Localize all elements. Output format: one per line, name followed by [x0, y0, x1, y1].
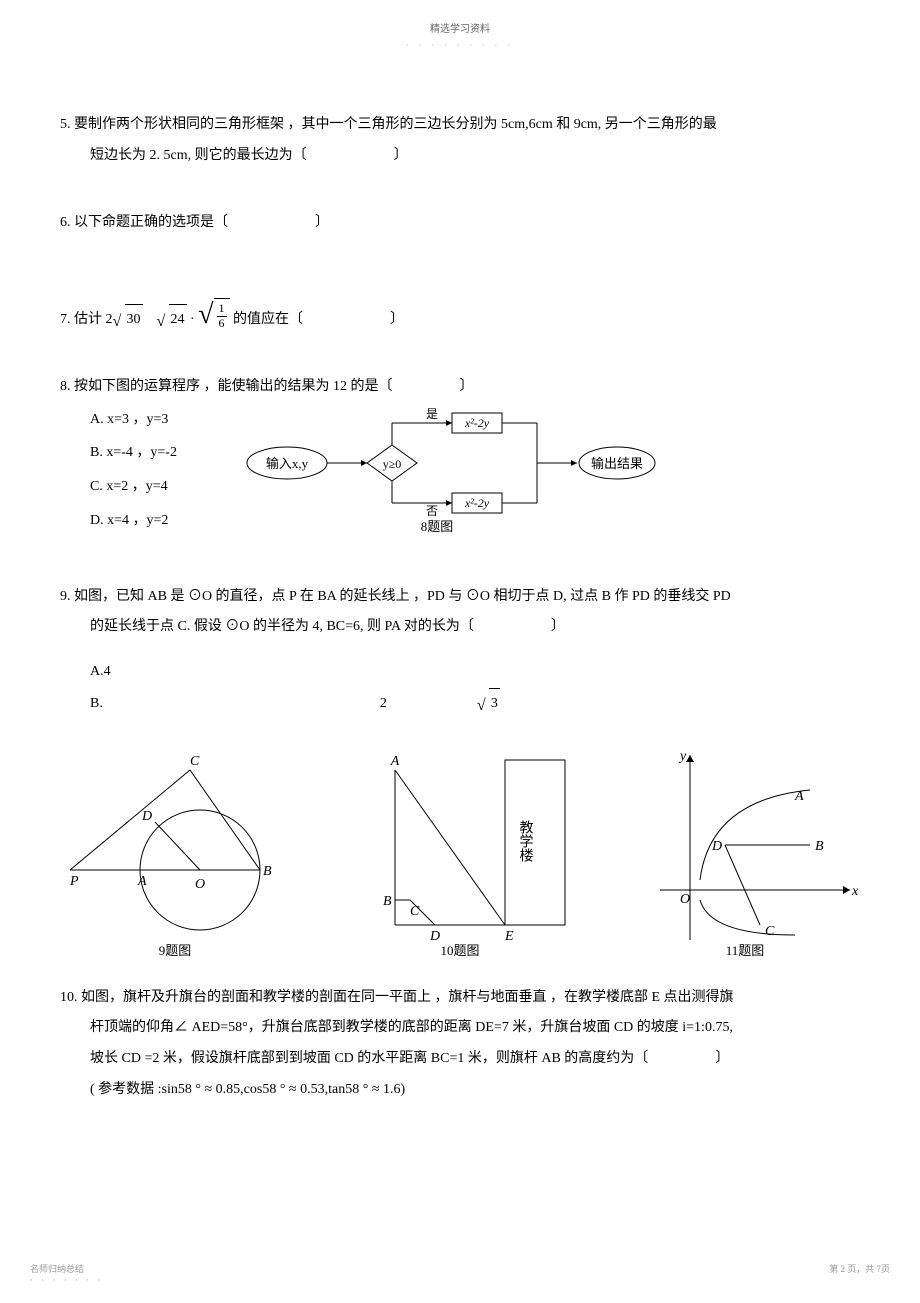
svg-text:x²-2y: x²-2y	[464, 496, 490, 510]
svg-text:9题图: 9题图	[159, 943, 192, 958]
svg-text:D: D	[711, 839, 722, 854]
q10-close: 〕	[715, 1051, 729, 1066]
q6-num: 6.	[60, 215, 71, 230]
q8-options: A. x=3 ，y=3 B. x=-4 ，y=-2 C. x=2 ，y=4 D.…	[60, 403, 177, 537]
footer-left: 名师归纳总结	[30, 1262, 103, 1275]
q7-sqrt1: 30	[113, 304, 143, 336]
q5-text2: ，其中一个三角形的三边长分别为	[288, 117, 498, 132]
figures-row: P A O B C D 9题图 教学楼 A B	[60, 740, 860, 973]
svg-text:x: x	[851, 884, 859, 899]
svg-text:否: 否	[426, 504, 438, 518]
svg-text:O: O	[195, 877, 205, 892]
q7-text3: 的值应在〔	[233, 312, 303, 327]
q8-opt-a: A. x=3 ，y=3	[90, 403, 177, 437]
question-7: 7. 估计 230 24 · √ 1 6 的值应在〔 〕	[60, 298, 860, 336]
figure-11: y x O A B D C 11题图	[630, 740, 860, 973]
q10-text2: 杆顶端的仰角∠ AED=58°，升旗台底部到教学楼的底部的距离 DE=7 米，升…	[90, 1020, 733, 1035]
svg-text:A: A	[390, 754, 400, 769]
page-header-dots: · · · · · · · · ·	[60, 41, 860, 50]
q8-close: 〕	[460, 379, 474, 394]
svg-text:P: P	[69, 874, 79, 889]
question-9: 9. 如图，已知 AB 是 ⊙O 的直径，点 P 在 BA 的延长线上 ，PD …	[60, 582, 860, 973]
svg-text:教学楼: 教学楼	[518, 820, 534, 862]
page-footer: 名师归纳总结 · · · · · · · 第 2 页，共 7页	[30, 1262, 890, 1285]
figure-10: 教学楼 A B C D E 10题图	[335, 740, 585, 973]
q5-text1: 要制作两个形状相同的三角形框架	[74, 117, 284, 132]
q10-text3: 坡长 CD =2 米，假设旗杆底部到到坡面 CD 的水平距离 BC=1 米，则旗…	[90, 1051, 648, 1066]
svg-text:B: B	[815, 839, 824, 854]
q8-num: 8.	[60, 379, 71, 394]
q9-close: 〕	[551, 619, 565, 634]
q7-big-sqrt: √ 1 6	[198, 298, 229, 332]
q7-num: 7.	[60, 312, 71, 327]
svg-text:C: C	[410, 904, 420, 919]
q5-text5: 〕	[394, 148, 408, 163]
q7-close: 〕	[390, 312, 404, 327]
page-header: 精选学习资料	[60, 20, 860, 35]
q5-text4: 短边长为 2. 5cm, 则它的最长边为〔	[90, 148, 307, 163]
q10-text4: ( 参考数据 :sin58 ° ≈ 0.85,cos58 ° ≈ 0.53,ta…	[90, 1082, 405, 1097]
question-10: 10. 如图，旗杆及升旗台的剖面和教学楼的剖面在同一平面上 ，旗杆与地面垂直 ，…	[60, 983, 860, 1106]
svg-text:O: O	[680, 892, 690, 907]
svg-text:11题图: 11题图	[726, 943, 765, 958]
q8-text: 按如下图的运算程序 ，能使输出的结果为 12 的是〔	[74, 379, 393, 394]
q9-num: 9.	[60, 589, 71, 604]
question-6: 6. 以下命题正确的选项是〔 〕	[60, 208, 860, 239]
svg-text:y≥0: y≥0	[383, 457, 402, 471]
svg-text:C: C	[190, 754, 200, 769]
q7-sqrt2: 24	[157, 304, 187, 336]
q9-opt-b: B. 23	[90, 688, 770, 720]
question-5: 5. 要制作两个形状相同的三角形框架 ，其中一个三角形的三边长分别为 5cm,6…	[60, 110, 860, 172]
svg-text:x²-2y: x²-2y	[464, 416, 490, 430]
q8-opt-d: D. x=4 ，y=2	[90, 504, 177, 538]
q8-opt-b: B. x=-4 ，y=-2	[90, 436, 177, 470]
q6-close: 〕	[315, 215, 329, 230]
q7-text1: 估计 2	[74, 312, 113, 327]
q8-opt-c: C. x=2 ，y=4	[90, 470, 177, 504]
q10-text1: 如图，旗杆及升旗台的剖面和教学楼的剖面在同一平面上 ，旗杆与地面垂直 ，在教学楼…	[81, 990, 734, 1005]
svg-text:10题图: 10题图	[440, 943, 479, 958]
q5-num: 5.	[60, 117, 71, 132]
q6-text: 以下命题正确的选项是〔	[74, 215, 228, 230]
svg-text:C: C	[765, 924, 775, 939]
svg-text:y: y	[678, 749, 687, 764]
q5-text3: 5cm,6cm 和 9cm, 另一个三角形的最	[501, 117, 717, 132]
svg-text:是: 是	[426, 407, 438, 421]
question-8: 8. 按如下图的运算程序 ，能使输出的结果为 12 的是〔 〕 A. x=3 ，…	[60, 372, 860, 546]
q9-text1: 如图，已知 AB 是 ⊙O 的直径，点 P 在 BA 的延长线上 ，PD 与 ⊙…	[74, 589, 731, 604]
svg-text:E: E	[504, 929, 514, 944]
svg-text:A: A	[137, 874, 147, 889]
q10-num: 10.	[60, 990, 78, 1005]
figure-9: P A O B C D 9题图	[60, 740, 290, 973]
svg-text:B: B	[263, 864, 272, 879]
footer-left-dots: · · · · · · ·	[30, 1275, 103, 1285]
q9-text2: 的延长线于点 C. 假设 ⊙O 的半径为 4, BC=6, 则 PA 对的长为〔	[90, 619, 474, 634]
svg-text:D: D	[429, 929, 440, 944]
q9-opt-a: A.4	[90, 657, 111, 688]
svg-text:8题图: 8题图	[421, 519, 454, 533]
svg-text:输出结果: 输出结果	[591, 456, 643, 471]
svg-text:B: B	[383, 894, 392, 909]
svg-text:A: A	[794, 789, 804, 804]
q7-dot: ·	[190, 312, 195, 327]
footer-right: 第 2 页，共 7页	[829, 1262, 890, 1285]
svg-text:D: D	[141, 809, 152, 824]
q8-flowchart: 输入x,y y≥0 是 x²-2y 否	[237, 393, 657, 546]
svg-text:输入x,y: 输入x,y	[266, 456, 309, 471]
